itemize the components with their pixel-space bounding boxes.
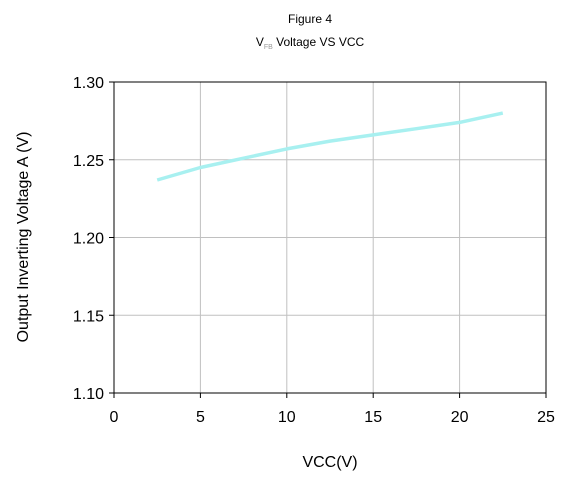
y-axis-label: Output Inverting Voltage A (V)	[15, 132, 32, 343]
gridlines	[114, 82, 546, 393]
chart-title: VFB Voltage VS VCC	[256, 35, 365, 51]
x-axis-label: VCC(V)	[302, 454, 357, 471]
chart-title-subscript: FB	[264, 44, 273, 51]
x-tick-label: 5	[196, 409, 205, 426]
chart-title-main: V	[256, 35, 264, 49]
y-tick-label: 1.20	[73, 231, 104, 248]
x-tick-label: 20	[451, 409, 469, 426]
series-lines	[156, 111, 504, 182]
y-tick-label: 1.30	[73, 75, 104, 92]
x-tick-label: 10	[278, 409, 296, 426]
series-line	[156, 111, 504, 182]
y-tick-labels: 1.10 1.15 1.20 1.25 1.30	[73, 75, 104, 403]
x-tick-label: 15	[364, 409, 382, 426]
tick-marks	[109, 81, 547, 398]
y-tick-label: 1.25	[73, 153, 104, 170]
x-tick-label: 25	[537, 409, 555, 426]
x-tick-label: 0	[110, 409, 119, 426]
y-tick-label: 1.10	[73, 386, 104, 403]
y-tick-label: 1.15	[73, 308, 104, 325]
figure-label: Figure 4	[288, 12, 332, 26]
chart-title-rest: Voltage VS VCC	[273, 35, 365, 49]
x-tick-labels: 0 5 10 15 20 25	[110, 409, 555, 426]
